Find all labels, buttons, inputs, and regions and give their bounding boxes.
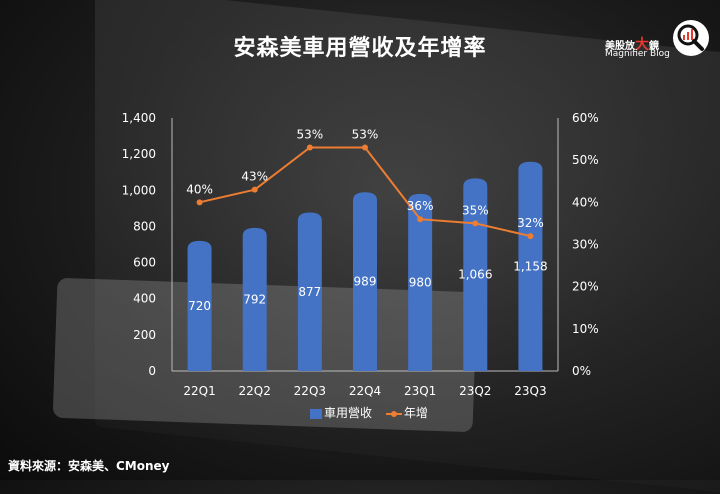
bar-revenue <box>242 227 267 371</box>
bar-data-label: 1,066 <box>458 268 492 282</box>
line-point <box>251 186 258 193</box>
x-tick-label: 22Q3 <box>294 384 326 398</box>
bar-data-label: 980 <box>409 275 432 289</box>
magnifier-icon <box>673 20 709 56</box>
y-left-tick-label: 1,000 <box>122 183 156 197</box>
y-left-tick-label: 1,200 <box>122 147 156 161</box>
line-point <box>306 144 313 151</box>
line-data-label: 40% <box>186 182 213 196</box>
y-left-tick-label: 600 <box>133 256 156 270</box>
bar-revenue <box>297 212 322 371</box>
bar-data-label: 877 <box>298 285 321 299</box>
line-data-label: 53% <box>297 128 324 142</box>
legend-swatch-line <box>385 410 402 417</box>
x-tick-label: 22Q2 <box>239 384 271 398</box>
y-right-tick-label: 30% <box>572 238 599 252</box>
y-right-tick-label: 40% <box>572 195 599 209</box>
line-point <box>472 220 479 227</box>
bar-revenue <box>518 161 543 371</box>
line-data-label: 43% <box>241 170 268 184</box>
y-right-tick-label: 10% <box>572 322 599 336</box>
logo-english: Magnifier Blog <box>605 49 670 59</box>
x-tick-label: 22Q4 <box>349 384 381 398</box>
logo-cn-big: 大 <box>635 37 649 53</box>
y-left-tick-label: 200 <box>133 328 156 342</box>
line-point <box>362 144 368 151</box>
x-tick-label: 22Q1 <box>183 384 215 398</box>
bar-revenue <box>463 178 488 371</box>
logo-cn-prefix: 美股放 <box>605 41 635 52</box>
x-tick-label: 23Q3 <box>514 384 546 398</box>
chart-title: 安森美車用營收及年增率 <box>233 36 487 61</box>
bar-data-label: 792 <box>243 292 266 306</box>
legend-label-line: 年增 <box>403 406 428 420</box>
logo-cn-suffix: 鏡 <box>649 41 659 52</box>
y-right-tick-label: 60% <box>572 111 599 125</box>
bar-revenue <box>353 192 377 371</box>
line-data-label: 35% <box>462 203 489 217</box>
x-tick-label: 23Q1 <box>404 384 436 398</box>
bar-data-label: 1,158 <box>513 259 547 273</box>
chart-canvas: 0 200 400 600 800 1,000 1,200 1,400 0% 10% 20% 30% 4… <box>122 111 599 398</box>
y-right-tick-label: 0% <box>572 364 591 378</box>
brand-logo: 美股放大鏡 Magnifier Blog <box>605 12 715 62</box>
bar-revenue <box>408 193 433 371</box>
bar-revenue <box>187 240 212 371</box>
y-left-tick-label: 800 <box>133 219 156 233</box>
line-point <box>417 216 424 223</box>
legend: 車用營收 年增 <box>310 404 438 421</box>
y-left-tick-label: 0 <box>148 364 156 378</box>
y-left-tick-label: 400 <box>133 292 156 306</box>
line-data-label: 36% <box>407 199 434 213</box>
line-data-label: 53% <box>352 128 379 142</box>
line-data-label: 32% <box>517 216 544 230</box>
legend-label-bar: 車用營收 <box>324 406 373 420</box>
logo-chinese: 美股放大鏡 <box>605 34 659 54</box>
legend-item-bar: 車用營收 <box>310 404 372 421</box>
bar-data-label: 989 <box>354 275 377 289</box>
x-tick-label: 23Q2 <box>459 384 491 398</box>
y-left-tick-label: 1,400 <box>122 111 156 125</box>
source-note: 資料來源：安森美、CMoney <box>8 459 170 473</box>
y-right-tick-label: 20% <box>572 280 599 294</box>
line-point <box>196 199 203 206</box>
y-right-tick-label: 50% <box>572 153 599 167</box>
bar-data-label: 720 <box>188 299 211 313</box>
legend-swatch-bar <box>310 408 322 419</box>
legend-item-line: 年增 <box>385 404 428 421</box>
line-point <box>527 233 534 240</box>
